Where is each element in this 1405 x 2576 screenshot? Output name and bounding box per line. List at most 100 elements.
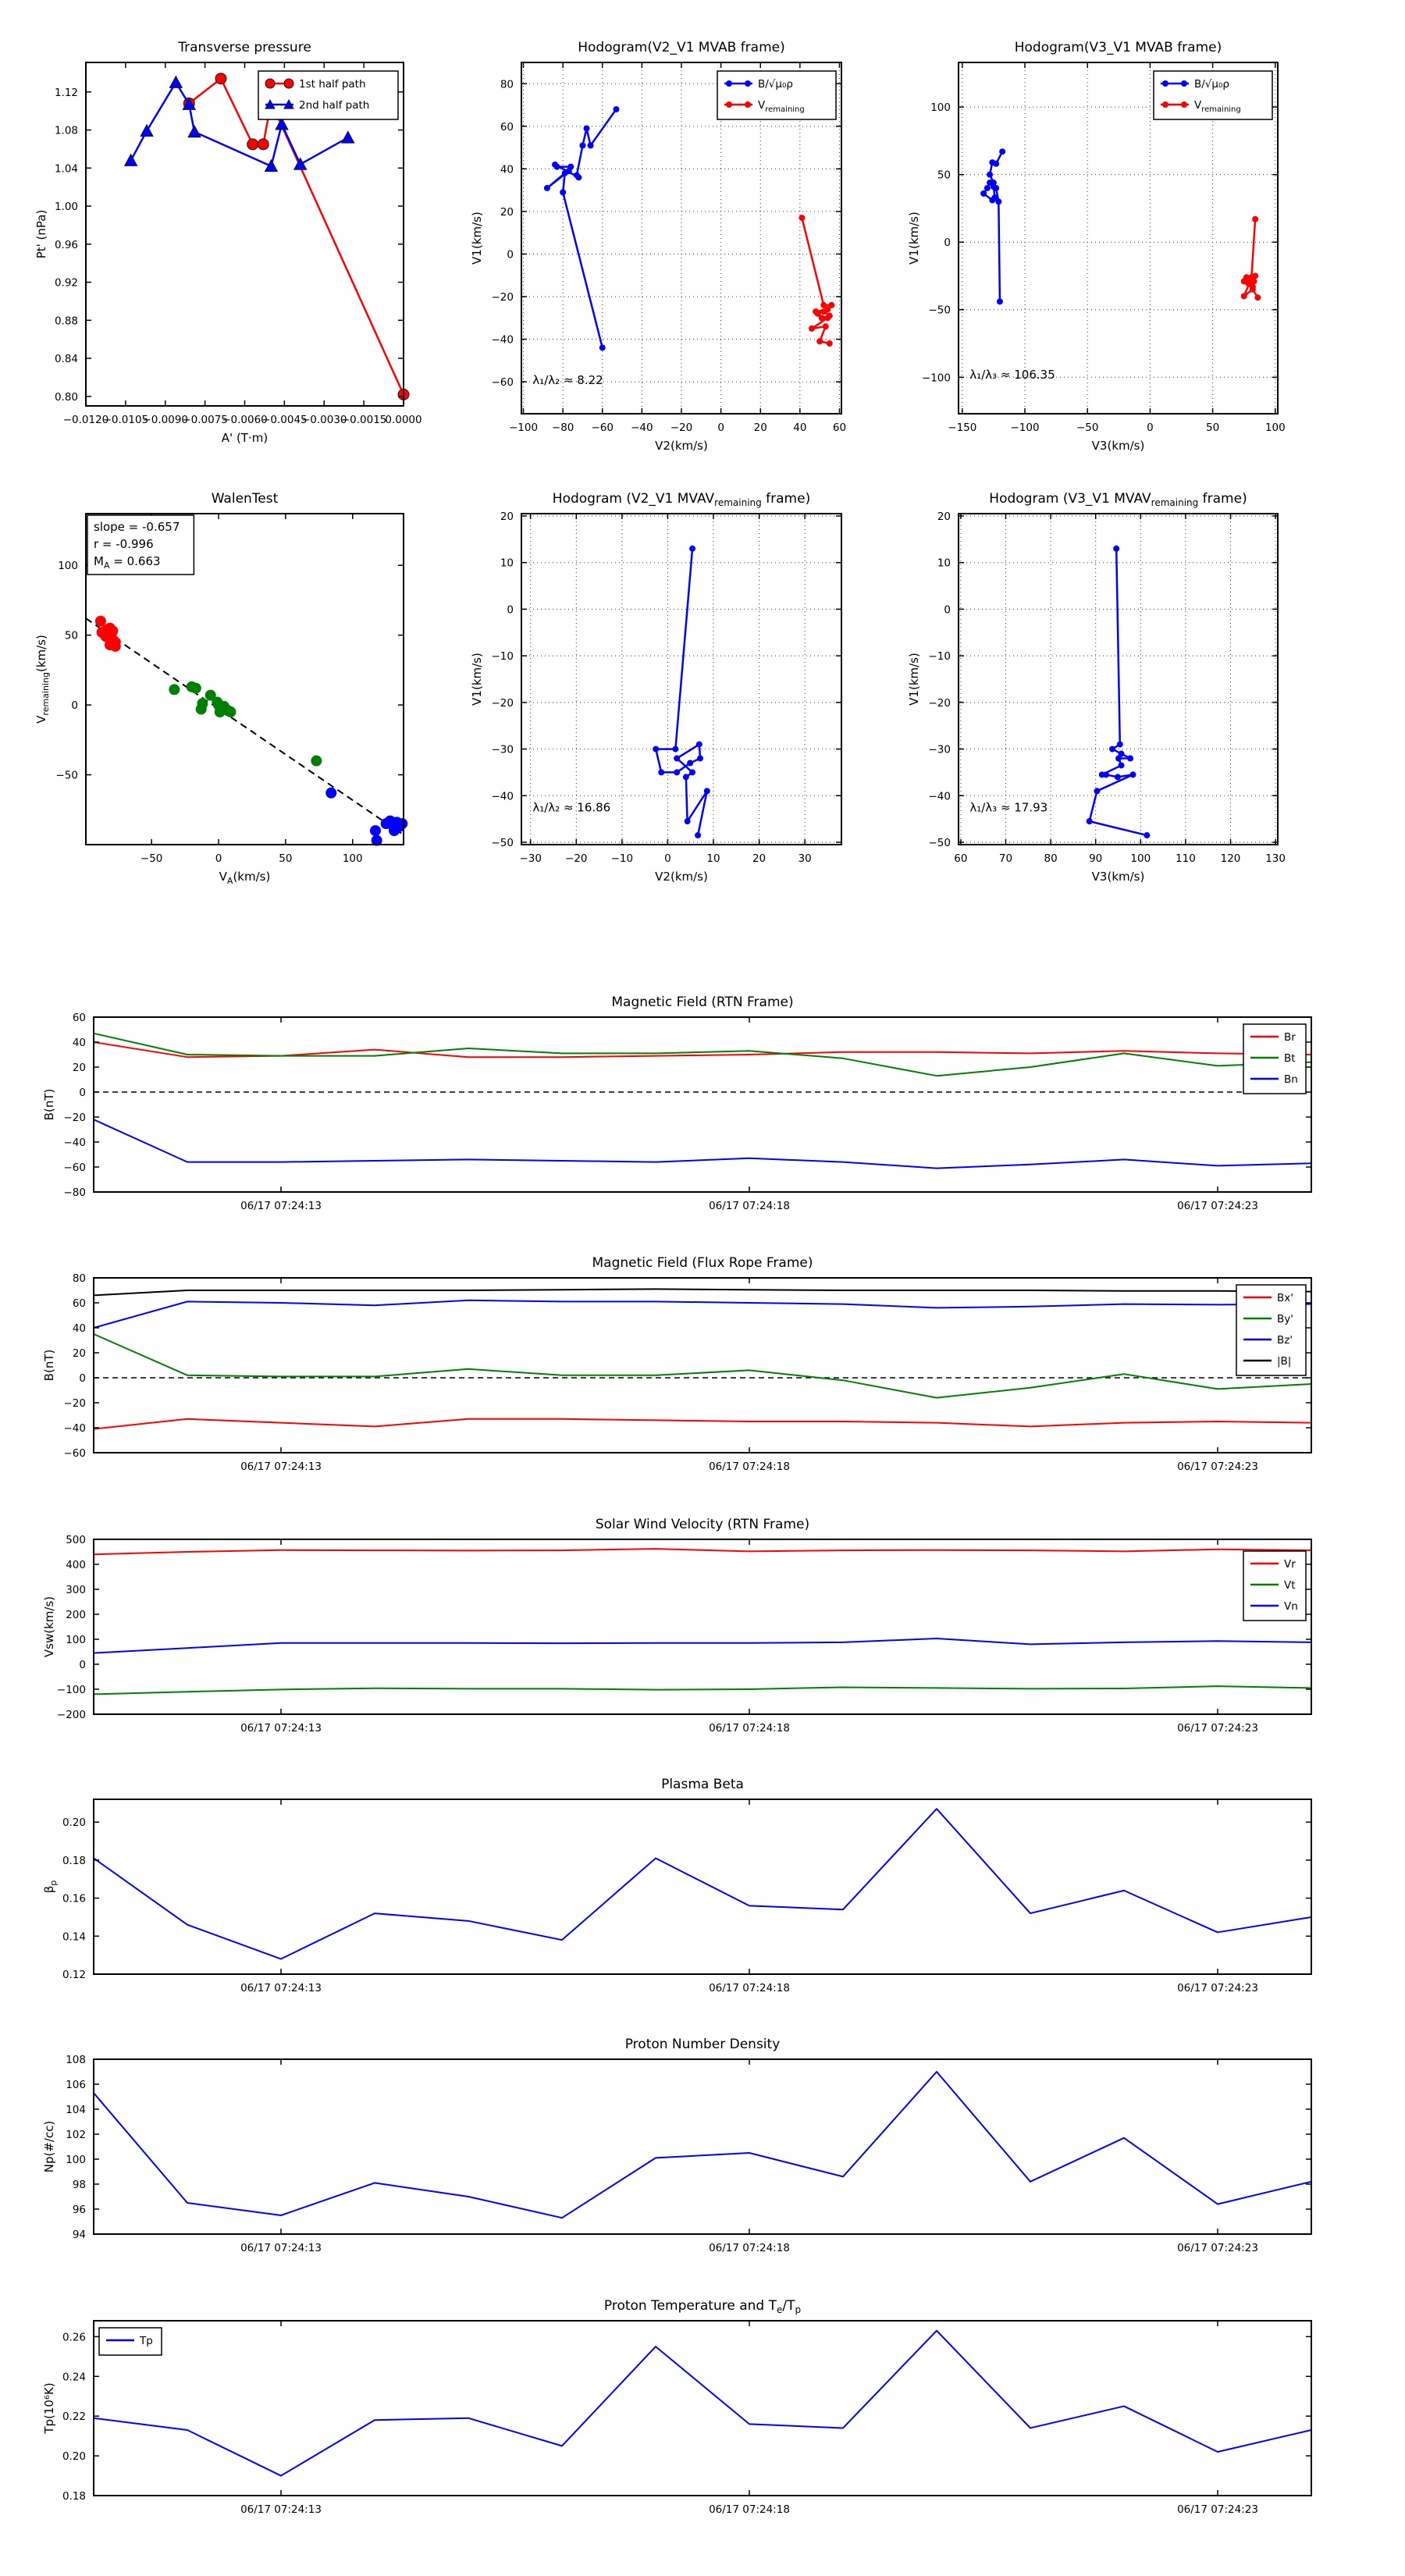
y-tick-label: 108 (66, 2054, 86, 2066)
legend-label: B/√μ₀ρ (1194, 78, 1229, 91)
data-point-marker (1127, 755, 1134, 762)
annotation-text: λ₁/λ₃ ≈ 106.35 (969, 368, 1055, 382)
series-line-Tp (93, 2329, 1312, 2477)
plot-frame (93, 1277, 1312, 1453)
data-point-marker (1181, 101, 1187, 108)
x-tick-label: 0 (717, 422, 724, 434)
x-tick-label: 0 (664, 852, 671, 865)
x-tick-label: −50 (1076, 422, 1099, 434)
legend: Bx' By' Bz' |B| (1236, 1284, 1307, 1376)
y-axis-label: B(nT) (42, 1350, 56, 1382)
panel-solar-wind-velocity: 06/17 07:24:13 06/17 07:24:18 06/17 07:24:… (42, 1517, 1312, 1735)
data-point-marker (695, 741, 702, 748)
y-tick-label: −10 (929, 650, 951, 663)
y-tick-label: 0 (71, 699, 78, 712)
x-tick-label: 110 (1176, 852, 1196, 865)
data-point-marker (225, 706, 237, 718)
data-point-marker (190, 682, 201, 694)
y-tick-label: 100 (66, 2154, 86, 2166)
legend-label: Vr (1284, 1558, 1296, 1571)
data-point-marker (587, 142, 594, 149)
data-point-marker (340, 130, 355, 144)
data-point-marker (397, 818, 408, 830)
legend: Br Bt Bn (1243, 1023, 1307, 1094)
y-axis-label: Vremaining(km/s) (34, 635, 51, 724)
data-point-marker (1113, 545, 1120, 552)
y-tick-label: 0.22 (62, 2411, 86, 2423)
annotation-text: λ₁/λ₂ ≈ 16.86 (532, 801, 610, 815)
x-tick-label: −80 (552, 422, 574, 434)
x-tick-label: −0.0105 (103, 414, 149, 426)
y-tick-label: −60 (492, 376, 514, 389)
axis-ticks: 06/17 07:24:13 06/17 07:24:18 06/17 07:24:… (66, 2054, 1311, 2254)
legend: Tp (98, 2327, 162, 2356)
legend-label: Bt (1284, 1052, 1296, 1065)
panel-hodogram-v3v1-mvav: 60 70 80 90 100 110 120 130 −50 −40 −30 −20 −10 0 10 20… (907, 491, 1286, 884)
series-B-path (1086, 545, 1151, 839)
y-tick-label: −40 (64, 1422, 87, 1435)
y-tick-label: 80 (73, 1272, 86, 1285)
data-point-marker (689, 769, 696, 776)
series-Bn (93, 1119, 1312, 1169)
y-axis-label: Pt' (nPa) (34, 210, 48, 259)
panel-title-transverse-pressure: Transverse pressure (177, 40, 311, 55)
panel-title-proton-temperature: Proton Temperature and Te/Tp (604, 2298, 801, 2315)
x-tick-label: 100 (343, 852, 363, 865)
x-tick-label: 06/17 07:24:13 (240, 1200, 322, 1212)
y-tick-label: 0.92 (55, 277, 78, 290)
data-point-marker (1252, 215, 1259, 222)
data-point-marker (169, 684, 180, 696)
y-tick-label: −50 (492, 837, 514, 849)
data-point-marker (579, 142, 586, 149)
series-B-over-sqrt-mu0rho (543, 106, 620, 351)
data-point-marker (745, 80, 751, 87)
x-tick-label: 06/17 07:24:18 (709, 1982, 790, 1994)
axis-ticks: 06/17 07:24:13 06/17 07:24:18 06/17 07:24:… (62, 2321, 1311, 2516)
panel-proton-number-density: 06/17 07:24:13 06/17 07:24:18 06/17 07:24:… (42, 2037, 1312, 2254)
x-axis-label: V3(km/s) (1092, 439, 1145, 453)
data-point-marker (658, 769, 665, 776)
data-point-marker (1254, 294, 1261, 301)
y-tick-label: −40 (492, 334, 514, 347)
x-tick-label: 120 (1221, 852, 1241, 865)
data-point-marker (745, 101, 751, 108)
y-tick-label: −30 (929, 744, 951, 756)
data-point-marker (561, 169, 568, 176)
data-point-marker (824, 315, 831, 322)
data-point-marker (583, 125, 590, 132)
x-tick-label: 06/17 07:24:18 (709, 2242, 790, 2254)
y-tick-label: 20 (500, 511, 514, 523)
x-tick-label: −0.0075 (182, 414, 228, 426)
legend-label: Bn (1284, 1073, 1298, 1086)
series-line-beta-p (93, 1808, 1312, 1960)
plot-frame (958, 62, 1279, 415)
data-point-marker (1249, 286, 1256, 293)
x-tick-label: 06/17 07:24:13 (240, 1461, 322, 1473)
x-tick-label: 06/17 07:24:18 (709, 1461, 790, 1473)
data-point-marker (1162, 101, 1168, 108)
data-point-marker (820, 308, 827, 315)
stats-box: slope = -0.657 r = -0.996 MA = 0.663 (87, 514, 195, 575)
data-point-marker (809, 325, 816, 332)
y-tick-label: −20 (64, 1112, 87, 1124)
data-point-marker (543, 184, 550, 191)
series-Np (93, 2071, 1312, 2219)
legend-label: By' (1277, 1313, 1293, 1325)
data-point-marker (553, 163, 560, 170)
y-tick-label: −60 (64, 1447, 87, 1460)
plot-frame (93, 1016, 1312, 1193)
data-point-marker (822, 323, 829, 330)
y-tick-label: 96 (73, 2204, 86, 2216)
panel-plasma-beta: 06/17 07:24:13 06/17 07:24:18 06/17 07:24:… (42, 1777, 1312, 1994)
plot-frame (958, 513, 1279, 845)
panel-hodogram-v2v1-mvab: −100 −80 −60 −40 −20 0 20 40 60 −60 −40 −20 0 20 40 60 8… (470, 40, 846, 453)
panel-title-walen-test: WalenTest (212, 491, 279, 507)
y-tick-label: −10 (492, 650, 514, 663)
data-point-marker (991, 194, 998, 201)
series-Vr (93, 1548, 1312, 1556)
data-point-marker (1109, 745, 1116, 753)
panel-title-magnetic-field-rtn: Magnetic Field (RTN Frame) (611, 994, 793, 1010)
series-Vt (93, 1685, 1312, 1695)
x-tick-label: −0.0060 (222, 414, 268, 426)
x-tick-label: −0.0120 (63, 414, 109, 426)
